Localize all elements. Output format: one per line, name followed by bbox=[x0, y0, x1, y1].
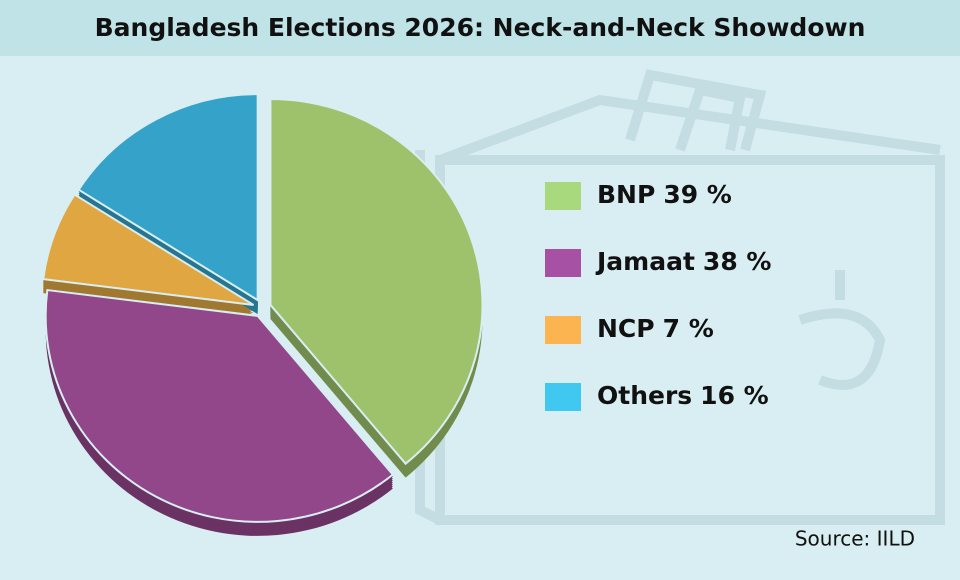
legend-swatch bbox=[545, 182, 581, 210]
legend-value: 7 % bbox=[663, 314, 714, 343]
pie-slice bbox=[42, 193, 255, 306]
legend-swatch bbox=[545, 249, 581, 277]
legend-label: Jamaat 38 % bbox=[595, 247, 771, 276]
title-bar bbox=[0, 0, 960, 56]
pie-slice bbox=[77, 93, 259, 302]
legend-value: 39 % bbox=[663, 180, 732, 209]
legend-label: Others 16 % bbox=[597, 381, 769, 410]
chart-title: Bangladesh Elections 2026: Neck-and-Neck… bbox=[95, 13, 866, 42]
legend-name: NCP bbox=[597, 314, 655, 343]
pie-slice bbox=[44, 288, 395, 523]
legend-value: 38 % bbox=[703, 247, 772, 276]
legend-name: Jamaat bbox=[595, 247, 695, 276]
legend-name: BNP bbox=[597, 180, 655, 209]
legend-swatch bbox=[545, 383, 581, 411]
pie-slice bbox=[269, 97, 484, 466]
legend-name: Others bbox=[597, 381, 692, 410]
legend-label: NCP 7 % bbox=[597, 314, 714, 343]
legend-value: 16 % bbox=[700, 381, 769, 410]
source-note: Source: IILD bbox=[795, 527, 915, 551]
legend-swatch bbox=[545, 316, 581, 344]
legend-label: BNP 39 % bbox=[597, 180, 732, 209]
